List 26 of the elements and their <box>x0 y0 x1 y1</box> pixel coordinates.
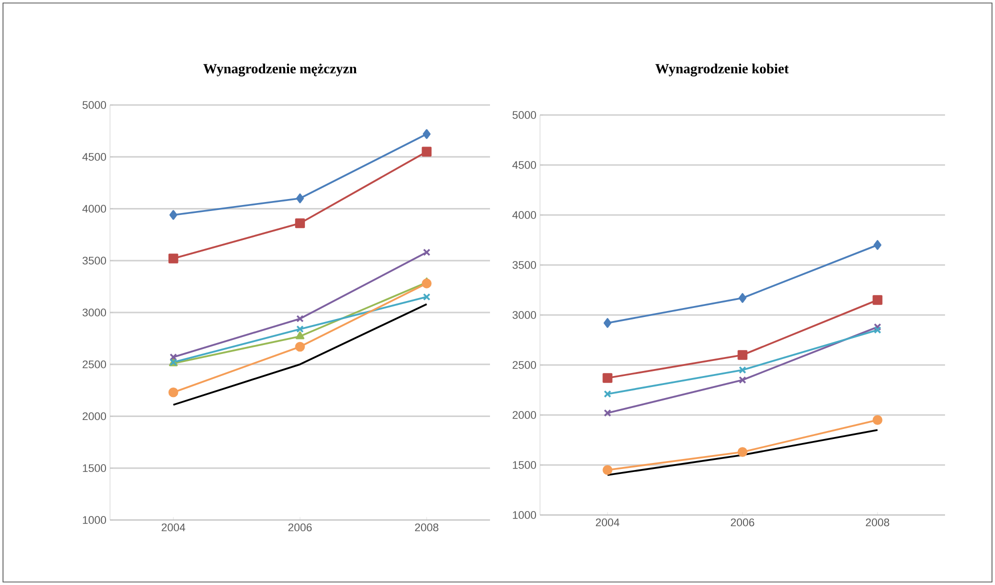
x-tick-label: 2008 <box>415 524 438 532</box>
x-tick-label: 2008 <box>866 518 890 526</box>
y-tick-label: 2000 <box>512 411 536 419</box>
y-tick-label: 3000 <box>512 311 536 319</box>
y-tick-label: 4500 <box>82 152 106 161</box>
x-tick-label: 2006 <box>730 518 754 526</box>
y-tick-label: 1000 <box>82 516 106 524</box>
y-tick-label: 2500 <box>82 360 106 368</box>
y-tick-label: 5000 <box>512 111 536 119</box>
y-tick-label: 1500 <box>512 461 536 469</box>
x-tick-label: 2006 <box>288 524 312 532</box>
y-tick-label: 3500 <box>82 256 106 264</box>
chart-title: Wynagrodzenie kobiet <box>655 64 789 76</box>
y-tick-label: 3000 <box>82 308 106 316</box>
y-tick-label: 2500 <box>512 361 536 369</box>
y-tick-label: 4500 <box>512 161 536 169</box>
x-tick-label: 2004 <box>162 524 186 532</box>
y-tick-label: 3500 <box>512 261 536 269</box>
chart-title: Wynagrodzenie mężczyzn <box>203 64 357 76</box>
y-tick-label: 4000 <box>82 204 106 213</box>
y-tick-label: 1500 <box>82 464 106 472</box>
x-tick-label: 2004 <box>596 518 620 526</box>
y-tick-label: 2000 <box>82 412 106 420</box>
y-tick-label: 1000 <box>512 511 536 519</box>
y-tick-label: 5000 <box>82 101 106 109</box>
y-tick-label: 4000 <box>512 211 536 219</box>
